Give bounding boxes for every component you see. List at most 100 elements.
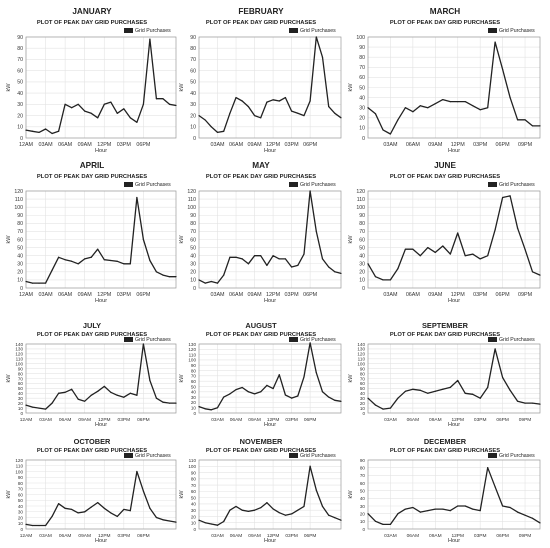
chart-title: FEBRUARY (238, 7, 284, 16)
x-tick-label: 12PM (451, 142, 466, 148)
data-point (374, 520, 377, 522)
x-axis-label: Hour (448, 538, 460, 544)
y-tick-label: 110 (15, 197, 23, 203)
data-point (464, 505, 466, 507)
data-point (397, 268, 399, 270)
y-tick-label: 60 (360, 481, 366, 486)
x-tick-label: 09AM (248, 292, 263, 298)
series-line (367, 41, 540, 135)
x-tick-label: 06PM (496, 292, 511, 298)
data-point (77, 512, 79, 514)
legend-label: Grid Purchases (499, 182, 535, 188)
data-point (168, 103, 171, 105)
x-tick-label: 03AM (383, 292, 398, 298)
data-point (204, 522, 206, 524)
x-tick-label: 09AM (428, 292, 443, 298)
series-line (25, 343, 176, 410)
data-point (309, 100, 311, 102)
x-tick-label: 03AM (211, 533, 224, 539)
y-tick-label: 90 (359, 45, 365, 51)
y-tick-label: 60 (190, 237, 196, 243)
y-tick-label: 70 (190, 229, 196, 235)
data-point (419, 511, 421, 513)
plot-frame (367, 343, 541, 414)
y-tick-label: 0 (193, 527, 196, 532)
x-tick-label: 03AM (211, 417, 224, 423)
x-tick-label: 09AM (428, 142, 443, 148)
legend-label: Grid Purchases (300, 182, 336, 188)
plot-frame (25, 459, 177, 530)
legend-swatch (289, 182, 298, 187)
y-tick-label: 60 (191, 379, 197, 384)
y-tick-label: 40 (191, 502, 197, 507)
y-tick-label: 110 (189, 352, 197, 357)
y-tick-label: 70 (17, 229, 23, 235)
data-point (116, 260, 118, 262)
y-tick-label: 20 (360, 401, 366, 406)
data-point (524, 248, 526, 250)
x-tick-label: 09AM (78, 142, 93, 148)
y-tick-label: 30 (359, 262, 365, 268)
data-point (149, 379, 151, 382)
data-point (77, 103, 79, 105)
data-point (64, 259, 66, 261)
data-point (457, 101, 459, 103)
y-tick-label: 50 (360, 488, 366, 493)
data-point (44, 128, 47, 130)
y-tick-label: 50 (190, 80, 196, 86)
data-point (216, 131, 219, 133)
y-tick-label: 70 (18, 487, 24, 492)
legend-swatch (289, 453, 298, 458)
data-point (38, 282, 40, 284)
x-tick-label: 12PM (451, 533, 464, 539)
data-point (229, 256, 231, 258)
data-point (44, 524, 47, 527)
y-tick-label: 140 (15, 342, 23, 347)
chart-subtitle: PLOT OF PEAK DAY GRID PURCHASES (390, 20, 500, 26)
data-point (427, 246, 429, 249)
data-point (110, 101, 112, 103)
y-tick-label: 130 (357, 347, 365, 352)
y-tick-label: 130 (15, 347, 23, 352)
y-tick-label: 10 (190, 125, 196, 131)
y-tick-label: 70 (17, 57, 23, 63)
data-point (204, 408, 206, 410)
x-tick-label: 03AM (39, 533, 52, 539)
y-tick-label: 30 (18, 510, 24, 515)
data-point (427, 510, 429, 512)
data-point (136, 470, 138, 473)
series-line (25, 38, 177, 135)
data-point (427, 392, 429, 394)
y-tick-label: 30 (18, 396, 24, 401)
x-tick-label: 06AM (59, 417, 72, 423)
data-point (175, 276, 177, 278)
data-point (464, 255, 466, 257)
y-tick-label: 10 (360, 519, 366, 524)
x-tick-label: 03PM (118, 533, 131, 539)
y-tick-label: 90 (17, 213, 23, 219)
y-tick-label: 80 (190, 46, 196, 52)
y-tick-label: 0 (362, 286, 365, 292)
data-point (77, 398, 79, 400)
data-point (260, 117, 262, 119)
data-point (382, 523, 384, 526)
data-point (309, 190, 311, 192)
chart-panel-january: JANUARY PLOT OF PEAK DAY GRID PURCHASES Gr… (6, 7, 177, 154)
y-tick-label: 20 (359, 116, 365, 122)
y-tick-label: 10 (17, 125, 23, 131)
x-tick-label: 06PM (137, 417, 150, 423)
y-tick-label: 0 (20, 527, 23, 532)
x-axis-label: Hour (264, 538, 276, 544)
y-tick-label: 20 (190, 113, 196, 119)
data-point (116, 515, 118, 517)
data-point (539, 274, 541, 276)
x-tick-label: 03PM (473, 142, 488, 148)
chart-title: JULY (83, 321, 101, 330)
data-point (382, 279, 384, 281)
data-point (229, 509, 231, 511)
data-point (509, 97, 511, 99)
y-tick-label: 90 (191, 470, 197, 475)
data-point (129, 263, 131, 265)
data-point (90, 256, 92, 258)
